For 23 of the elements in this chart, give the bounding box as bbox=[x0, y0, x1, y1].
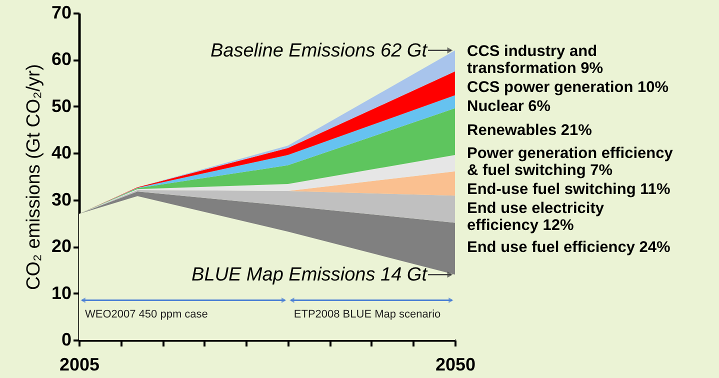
x-tick-label: 2005 bbox=[59, 354, 100, 374]
y-tick-label: 0 bbox=[61, 330, 72, 350]
x-tick-label: 2050 bbox=[435, 354, 476, 374]
y-tick-label: 10 bbox=[51, 282, 72, 303]
annotation: ETP2008 BLUE Map scenario bbox=[294, 308, 441, 320]
y-axis-title: CO₂ emissions (Gt CO₂/yr) bbox=[23, 64, 44, 290]
series-label: Renewables 21% bbox=[467, 122, 592, 140]
series-label: End use electricity efficiency 12% bbox=[467, 200, 604, 234]
annotation: Baseline Emissions 62 Gt bbox=[210, 40, 428, 62]
y-tick-label: 20 bbox=[51, 236, 72, 256]
y-tick-label: 30 bbox=[51, 189, 72, 210]
series-label: Nuclear 6% bbox=[467, 98, 551, 115]
series-label: End use fuel efficiency 24% bbox=[467, 239, 671, 256]
series-label: End-use fuel switching 11% bbox=[467, 181, 670, 198]
y-tick-label: 70 bbox=[51, 2, 72, 22]
series-label: Power generation efficiency & fuel switching 7% bbox=[467, 145, 674, 180]
y-tick-label: 50 bbox=[51, 96, 72, 116]
series-label: CCS power generation 10% bbox=[467, 78, 669, 96]
y-tick-label: 40 bbox=[51, 142, 72, 163]
annotation: BLUE Map Emissions 14 Gt bbox=[192, 264, 428, 286]
y-tick-label: 60 bbox=[51, 49, 72, 70]
annotation: WEO2007 450 ppm case bbox=[85, 308, 208, 320]
series-label: CCS industry and transformation 9% bbox=[467, 42, 604, 77]
